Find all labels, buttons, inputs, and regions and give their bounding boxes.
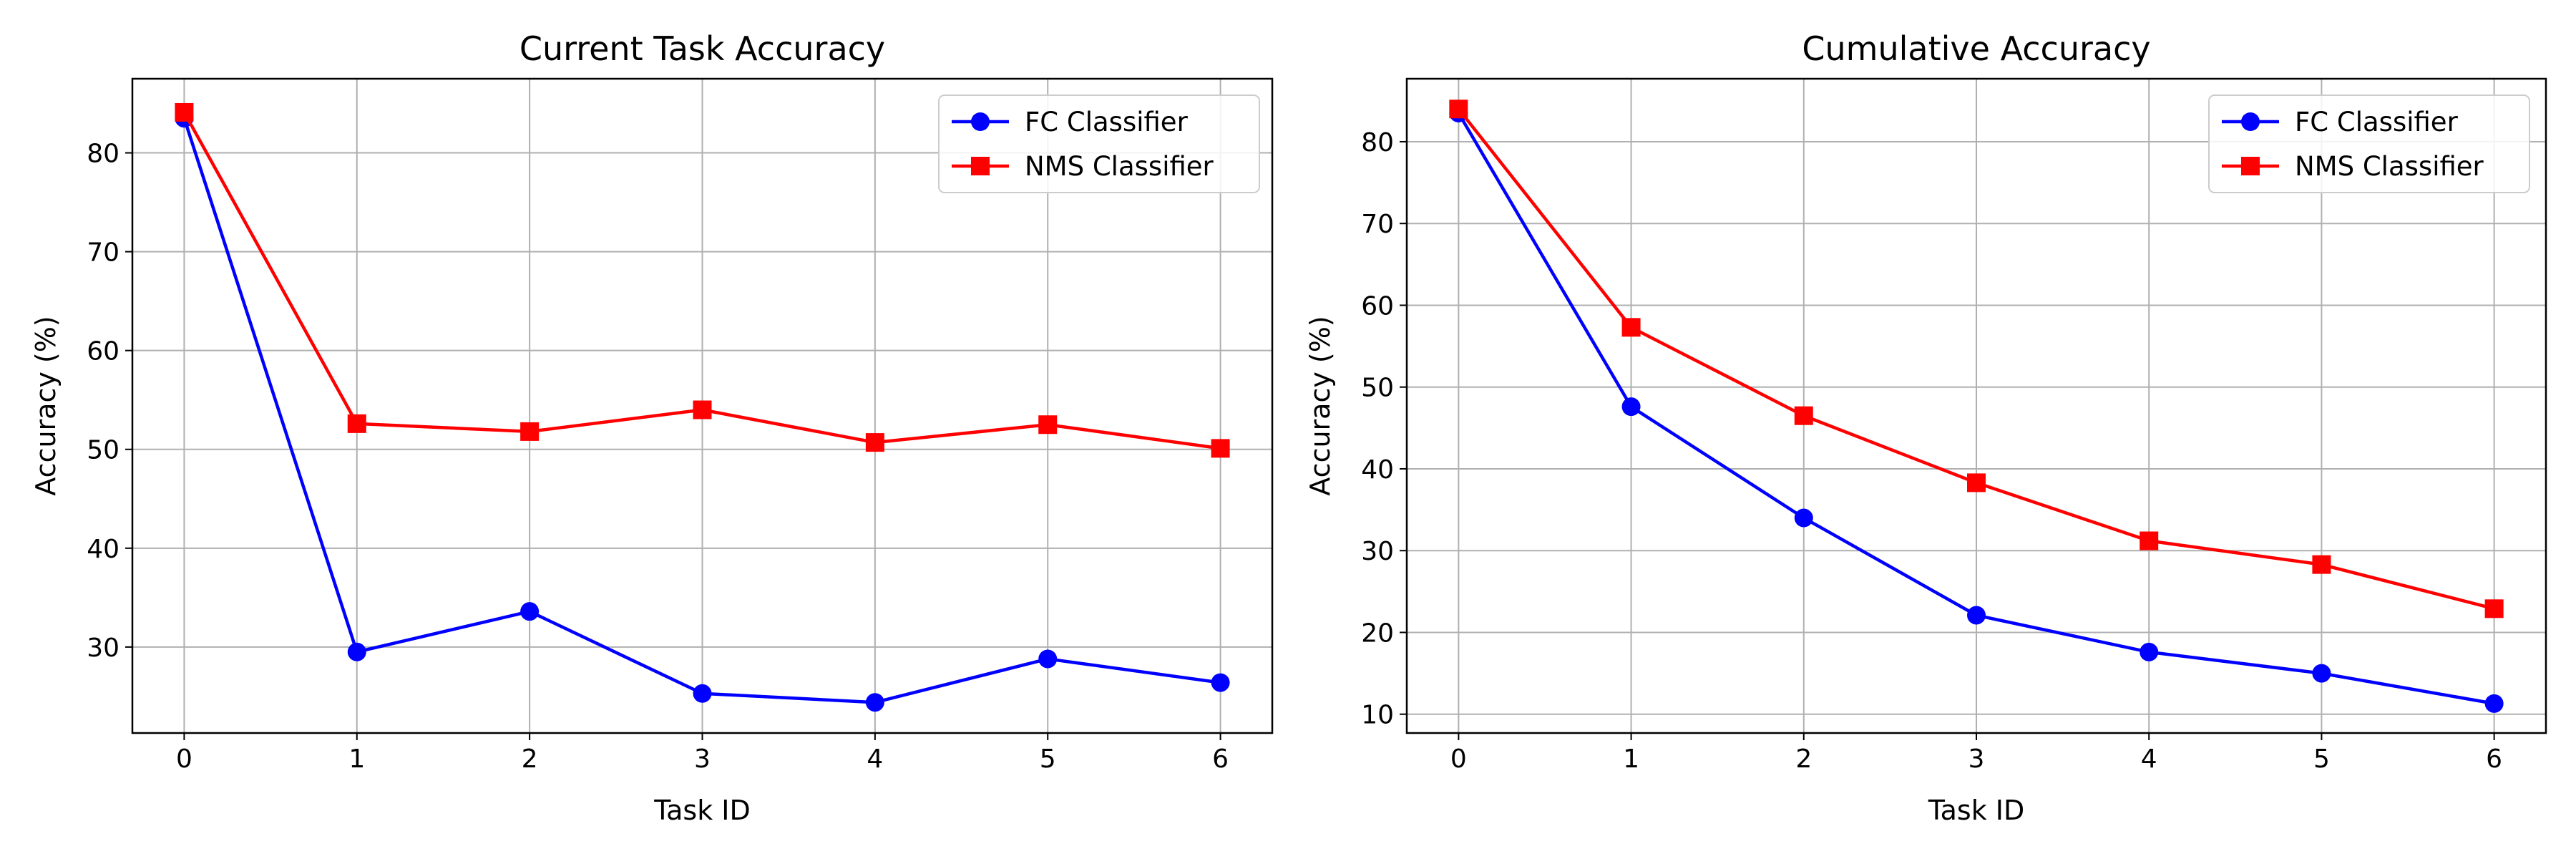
y-tick-label: 40 [87,535,119,564]
data-point-2 [2140,531,2159,550]
data-point-1 [1794,508,1813,528]
x-tick-label: 0 [1450,744,1467,774]
data-point-2 [1449,100,1468,119]
data-point-2 [1621,318,1641,337]
data-point-2 [1038,415,1058,435]
x-tick-label: 0 [176,744,192,774]
legend-box [938,94,1260,193]
y-tick-label: 60 [87,337,119,367]
data-point-1 [693,684,712,703]
x-tick-label: 2 [1795,744,1812,774]
data-point-1 [1038,649,1058,669]
x-tick-label: 6 [1212,744,1229,774]
y-tick-label: 30 [1361,537,1394,566]
chart-title: Cumulative Accuracy [1802,29,2150,68]
x-tick-label: 4 [867,744,883,774]
legend-label-1: FC Classifier [2295,107,2459,137]
x-tick-label: 6 [2486,744,2502,774]
data-point-1 [2312,664,2331,683]
legend-label-2: NMS Classifier [2295,151,2484,182]
data-point-1 [865,693,884,712]
y-tick-label: 30 [87,634,119,663]
y-tick-label: 80 [87,140,119,169]
y-tick-label: 50 [87,436,119,465]
data-point-1 [2484,694,2504,713]
y-tick-label: 50 [1361,374,1394,403]
x-tick-label: 5 [1040,744,1056,774]
x-tick-label: 1 [348,744,365,774]
plot-frame [131,77,1274,734]
data-point-1 [1211,673,1230,692]
data-point-2 [1794,406,1813,425]
y-tick-label: 70 [87,238,119,268]
legend-marker-2 [2241,157,2260,175]
legend-label-2: NMS Classifier [1025,151,1214,182]
chart-panel-2: 0 1 2 3 4 5 6 10 20 30 40 50 60 70 80 Cumulative Accura… [1304,29,2547,826]
plot-frame [1405,77,2547,734]
y-tick-label: 20 [1361,618,1394,648]
legend: FC Classifier NMS Classifier [2208,94,2530,193]
x-tick-label: 1 [1623,744,1639,774]
y-tick-label: 80 [1361,128,1394,157]
x-tick-label: 3 [1968,744,1985,774]
data-point-2 [865,433,884,452]
legend-marker-1 [2241,112,2260,131]
data-point-2 [2312,555,2331,574]
y-axis-label: Accuracy (%) [30,316,62,495]
x-tick-label: 5 [2313,744,2330,774]
legend-label-1: FC Classifier [1025,107,1189,137]
data-point-2 [1211,439,1230,458]
data-point-1 [2140,642,2159,661]
x-axis-label: Task ID [653,795,751,826]
x-tick-label: 4 [2141,744,2157,774]
data-point-2 [520,422,540,441]
y-tick-label: 60 [1361,291,1394,321]
data-point-1 [347,642,366,661]
y-tick-label: 10 [1361,701,1394,730]
x-tick-label: 3 [694,744,711,774]
data-point-2 [347,414,366,433]
data-point-2 [1967,473,1986,492]
data-point-2 [2484,599,2504,618]
chart-panel-1: 0 1 2 3 4 5 6 30 40 50 60 70 80 Current Task Accuracy… [30,29,1274,826]
data-point-1 [1621,397,1641,417]
legend-marker-1 [971,112,990,131]
y-tick-label: 40 [1361,455,1394,485]
x-tick-label: 2 [522,744,538,774]
x-axis-label: Task ID [1928,795,2025,826]
legend-box [2208,94,2530,193]
y-tick-label: 70 [1361,210,1394,239]
data-point-2 [175,102,194,122]
legend: FC Classifier NMS Classifier [938,94,1260,193]
data-point-1 [520,602,540,621]
data-point-2 [693,400,712,419]
y-axis-label: Accuracy (%) [1304,316,1336,495]
chart-title: Current Task Accuracy [519,29,885,68]
data-point-1 [1967,606,1986,625]
legend-marker-2 [971,157,990,175]
